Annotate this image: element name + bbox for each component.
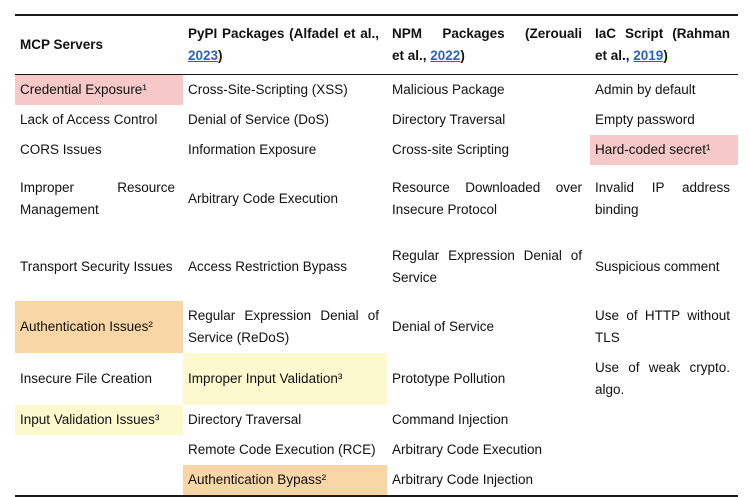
table-cell: Authentication Issues² <box>15 301 183 353</box>
table-cell: Improper Resource Management <box>20 180 175 217</box>
table-row: CORS Issues Information Exposure Cross-s… <box>15 135 738 165</box>
table-cell: Prototype Pollution <box>392 371 506 386</box>
table-cell: Arbitrary Code Execution <box>188 191 339 206</box>
column-header-mcp-servers: MCP Servers <box>15 15 183 75</box>
table-cell: Regular Expression Denial of Service <box>392 248 582 285</box>
column-header-text: NPM Packages (Zerouali <box>392 26 582 41</box>
table-cell: Directory Traversal <box>188 412 302 427</box>
vulnerability-comparison-table: MCP Servers PyPI Packages (Alfadel et al… <box>15 14 738 497</box>
table-cell: Access Restriction Bypass <box>188 259 348 274</box>
column-header-npm: NPM Packages (Zerouali et al., 2022) <box>387 15 590 75</box>
table-cell: Admin by default <box>595 82 696 97</box>
header-row: MCP Servers PyPI Packages (Alfadel et al… <box>15 15 738 75</box>
table-cell: Use of weak crypto. algo. <box>595 360 730 397</box>
citation-year-link-2023[interactable]: 2023 <box>188 48 219 63</box>
column-header-text: ) <box>218 48 223 63</box>
table-cell <box>590 435 738 465</box>
table-cell <box>15 435 183 465</box>
column-header-text: IaC Script (Rahman <box>595 26 730 41</box>
table-cell: Insecure File Creation <box>20 371 153 386</box>
table-row: Authentication Issues² Regular Expressio… <box>15 301 738 353</box>
table-cell: Information Exposure <box>188 142 317 157</box>
table-cell: Command Injection <box>392 412 509 427</box>
table-cell: Resource Downloaded over Insecure Protoc… <box>392 180 582 217</box>
table-row: Input Validation Issues³ Directory Trave… <box>15 405 738 435</box>
column-header-label: MCP Servers <box>20 37 104 52</box>
column-header-text: ) <box>460 48 465 63</box>
table-row: Lack of Access Control Denial of Service… <box>15 105 738 135</box>
column-header-text: et al., <box>392 48 431 63</box>
table-cell: Denial of Service <box>392 319 495 334</box>
table-cell: Credential Exposure¹ <box>15 74 183 105</box>
table-row: Authentication Bypass² Arbitrary Code In… <box>15 465 738 496</box>
table-cell: Regular Expression Denial of Service (Re… <box>188 308 379 345</box>
table-cell: Improper Input Validation³ <box>183 353 387 405</box>
table-cell: Directory Traversal <box>392 112 506 127</box>
table-cell: Use of HTTP without TLS <box>595 308 730 345</box>
table-cell: Remote Code Execution (RCE) <box>188 442 376 457</box>
table-cell: Empty password <box>595 112 695 127</box>
table-cell: CORS Issues <box>20 142 102 157</box>
table-row: Improper Resource Management Arbitrary C… <box>15 165 738 233</box>
column-header-pypi: PyPI Packages (Alfadel et al., 2023) <box>183 15 387 75</box>
table-cell: Cross-Site-Scripting (XSS) <box>188 82 348 97</box>
citation-year-link-2019[interactable]: 2019 <box>633 48 664 63</box>
table-cell: Malicious Package <box>392 82 505 97</box>
column-header-text: PyPI Packages (Alfadel et al., <box>188 26 379 41</box>
table-cell: Invalid IP address binding <box>595 180 730 217</box>
table-cell <box>15 465 183 496</box>
column-header-text: ) <box>663 48 668 63</box>
table-cell: Lack of Access Control <box>20 112 158 127</box>
table-cell <box>590 465 738 496</box>
table-cell: Input Validation Issues³ <box>15 405 183 435</box>
table-cell <box>590 405 738 435</box>
table-row: Remote Code Execution (RCE) Arbitrary Co… <box>15 435 738 465</box>
table-cell: Suspicious comment <box>595 259 720 274</box>
column-header-text: et al., <box>595 48 634 63</box>
table-cell: Hard-coded secret¹ <box>590 135 738 165</box>
table-cell: Transport Security Issues <box>20 259 173 274</box>
citation-year-link-2022[interactable]: 2022 <box>430 48 461 63</box>
table-cell: Arbitrary Code Execution <box>392 442 543 457</box>
table-cell: Authentication Bypass² <box>183 465 387 496</box>
table-cell: Cross-site Scripting <box>392 142 510 157</box>
table-row: Insecure File Creation Improper Input Va… <box>15 353 738 405</box>
table-row: Credential Exposure¹ Cross-Site-Scriptin… <box>15 74 738 105</box>
column-header-iac: IaC Script (Rahman et al., 2019) <box>590 15 738 75</box>
table-row: Transport Security Issues Access Restric… <box>15 233 738 301</box>
table-cell: Arbitrary Code Injection <box>392 472 534 487</box>
table-cell: Denial of Service (DoS) <box>188 112 330 127</box>
